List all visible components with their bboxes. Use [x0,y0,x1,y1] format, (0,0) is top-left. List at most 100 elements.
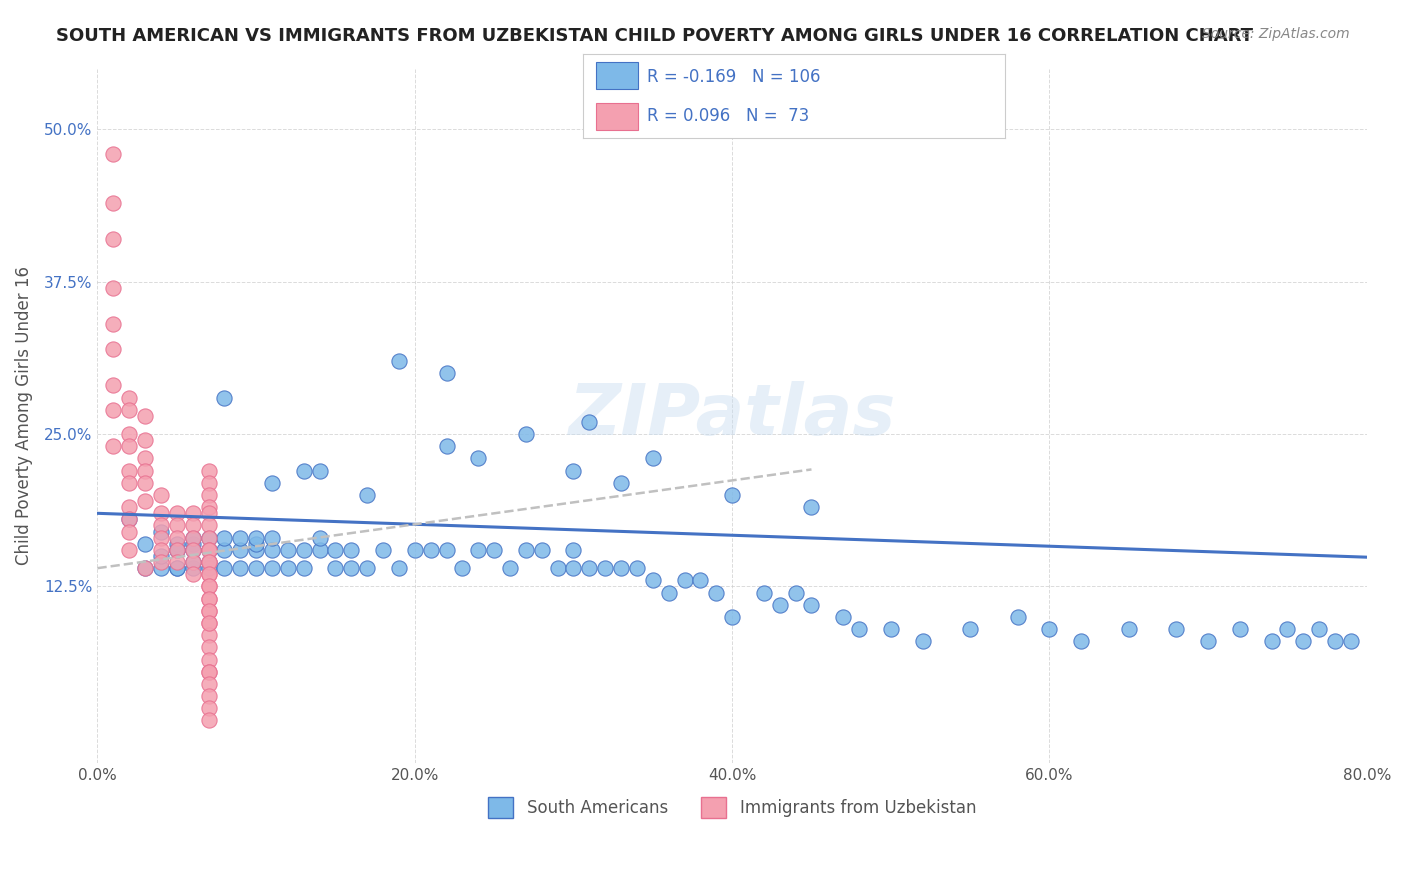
Point [181,561,204,575]
Point [277,542,299,557]
Point [181,542,204,557]
Point [197,701,219,715]
Point [482,542,505,557]
Point [197,542,219,557]
Point [911,634,934,648]
Point [467,542,489,557]
Point [181,531,204,545]
Point [800,500,823,515]
Point [641,451,664,466]
Point [562,542,585,557]
Point [197,567,219,582]
Point [103,318,125,332]
Point [197,475,219,490]
Point [451,561,474,575]
Point [832,610,855,624]
Point [149,561,172,575]
Point [197,531,219,545]
Point [1324,634,1347,648]
Point [530,542,553,557]
Point [149,549,172,563]
Point [134,494,156,508]
Point [515,427,537,442]
Point [547,561,569,575]
Point [103,342,125,356]
Point [197,615,219,630]
Point [704,585,727,599]
Point [197,488,219,502]
Point [103,378,125,392]
Point [118,500,141,515]
Point [641,574,664,588]
Point [292,542,315,557]
Point [1197,634,1219,648]
Point [181,555,204,569]
Point [181,542,204,557]
Point [1340,634,1362,648]
Point [103,195,125,210]
Point [404,542,426,557]
Point [1292,634,1315,648]
Point [260,542,283,557]
Point [356,488,378,502]
Point [610,475,633,490]
Point [181,531,204,545]
Text: ZIPatlas: ZIPatlas [568,381,896,450]
Point [197,665,219,679]
Point [118,475,141,490]
Point [214,542,236,557]
Point [149,542,172,557]
Point [166,518,188,533]
Point [1007,610,1029,624]
Point [752,585,775,599]
Point [245,542,267,557]
Point [1260,634,1282,648]
Point [197,542,219,557]
Point [356,561,378,575]
Point [134,464,156,478]
Y-axis label: Child Poverty Among Girls Under 16: Child Poverty Among Girls Under 16 [15,267,32,566]
Point [371,542,394,557]
Point [245,561,267,575]
Point [197,464,219,478]
Point [197,506,219,520]
Point [721,488,744,502]
Point [197,604,219,618]
Point [181,555,204,569]
Point [197,500,219,515]
Point [325,561,347,575]
Point [166,542,188,557]
Point [562,561,585,575]
Point [197,518,219,533]
Legend: South Americans, Immigrants from Uzbekistan: South Americans, Immigrants from Uzbekis… [482,790,983,824]
Point [197,640,219,655]
Point [197,615,219,630]
Point [134,561,156,575]
Point [292,561,315,575]
Point [308,531,330,545]
Point [1229,622,1251,636]
Point [134,433,156,447]
Point [166,531,188,545]
Point [578,561,600,575]
Point [134,409,156,423]
Point [197,542,219,557]
Point [197,665,219,679]
Point [103,439,125,453]
Point [436,366,458,380]
Point [626,561,648,575]
Text: SOUTH AMERICAN VS IMMIGRANTS FROM UZBEKISTAN CHILD POVERTY AMONG GIRLS UNDER 16 : SOUTH AMERICAN VS IMMIGRANTS FROM UZBEKI… [56,27,1253,45]
Point [181,567,204,582]
Point [800,598,823,612]
Point [880,622,903,636]
Point [134,561,156,575]
Point [197,567,219,582]
Bar [596,103,638,130]
Point [1118,622,1140,636]
Point [340,542,363,557]
Point [1308,622,1330,636]
Point [166,561,188,575]
Point [197,591,219,606]
Point [769,598,792,612]
Point [260,531,283,545]
